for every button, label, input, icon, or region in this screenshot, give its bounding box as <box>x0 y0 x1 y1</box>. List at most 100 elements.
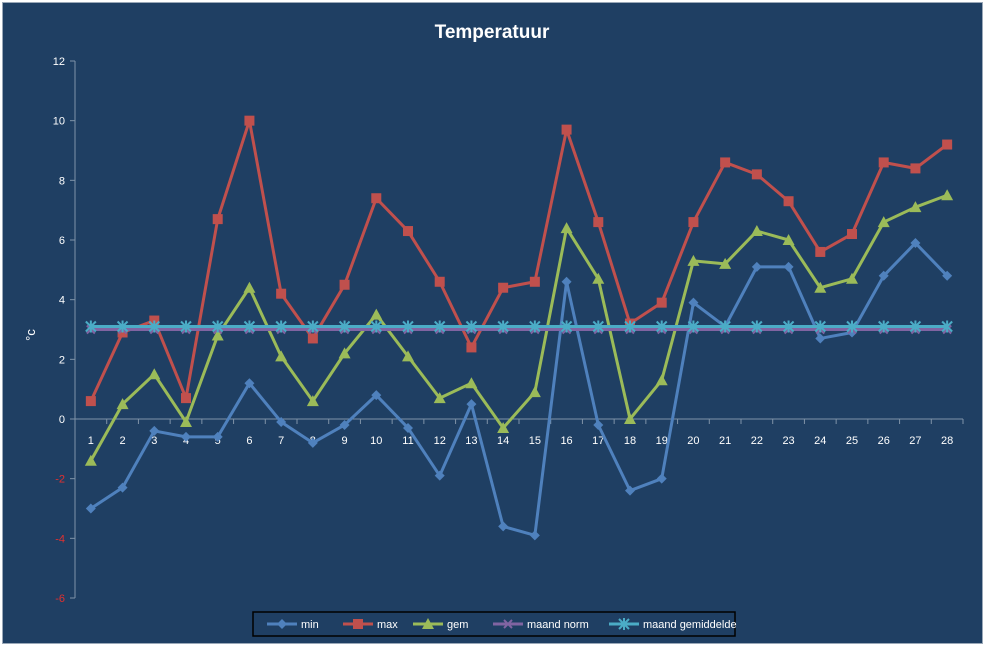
min-point <box>244 378 255 389</box>
x-tick-label: 20 <box>687 435 699 447</box>
maand-gemiddelde-point <box>782 320 795 333</box>
x-tick-label: 1 <box>88 435 94 447</box>
x-tick-label: 21 <box>719 435 731 447</box>
maand-gemiddelde-point <box>846 320 858 333</box>
maand-gemiddelde-point <box>909 320 922 333</box>
legend-label: maand norm <box>527 619 589 631</box>
max-point <box>434 276 445 287</box>
min-point <box>561 276 572 287</box>
x-tick-label: 23 <box>782 435 794 447</box>
min-point <box>656 473 667 484</box>
series-max <box>85 115 953 407</box>
x-tick-label: 14 <box>497 435 509 447</box>
x-tick-label: 15 <box>529 435 541 447</box>
y-axis-label: °c <box>23 329 38 341</box>
legend-item-maand-gemiddelde: maand gemiddelde <box>609 618 737 631</box>
legend-marker <box>503 619 513 629</box>
max-point <box>593 217 604 228</box>
max-point <box>783 196 794 207</box>
maand-gemiddelde-point <box>465 320 478 333</box>
max-point <box>561 124 572 135</box>
gem-point <box>211 329 224 341</box>
min-point <box>212 431 223 442</box>
maand-gemiddelde-point <box>656 320 668 333</box>
min-point <box>371 390 382 401</box>
maand-gemiddelde-point <box>592 320 604 333</box>
gem-point <box>941 189 954 201</box>
gem-point <box>275 350 288 362</box>
legend-label: max <box>377 619 398 631</box>
min-point <box>751 261 762 272</box>
min-point <box>403 422 413 433</box>
maand-gemiddelde-point <box>878 320 890 333</box>
gem-point <box>560 222 573 234</box>
gem-point <box>687 254 700 266</box>
maand-gemiddelde-point <box>687 320 700 333</box>
gem-point <box>180 415 192 427</box>
legend-label: maand gemiddelde <box>643 619 737 631</box>
gem-point <box>497 421 510 433</box>
max-point <box>910 163 921 174</box>
gem-point <box>655 374 668 386</box>
min-point <box>307 437 318 448</box>
y-tick-label: -6 <box>55 593 65 605</box>
y-tick-label: 0 <box>59 414 65 426</box>
min-point <box>276 416 287 427</box>
maand-gemiddelde-point <box>402 320 414 333</box>
x-tick-label: 18 <box>624 435 636 447</box>
maand-gemiddelde-point <box>941 320 953 333</box>
axes: -6-4-20246810121234567891011121314151617… <box>53 56 964 605</box>
legend-marker <box>277 619 287 629</box>
gem-point <box>370 308 383 320</box>
series-layer <box>84 115 954 541</box>
min-point <box>625 485 635 496</box>
max-point <box>244 115 255 126</box>
y-tick-label: 6 <box>59 235 65 247</box>
y-tick-label: -2 <box>55 474 65 486</box>
legend-item-maand-norm: maand norm <box>493 619 589 631</box>
maand-gemiddelde-point <box>434 320 446 333</box>
legend-marker <box>422 618 434 629</box>
x-tick-label: 12 <box>434 435 446 447</box>
max-point <box>403 226 413 237</box>
gem-point <box>243 281 256 293</box>
gem-point <box>465 377 478 389</box>
y-tick-label: 12 <box>53 56 65 68</box>
max-point <box>371 193 382 204</box>
min-point <box>85 503 96 514</box>
gem-point <box>402 350 414 362</box>
min-line <box>90 241 949 537</box>
max-point <box>529 276 540 287</box>
gem-line <box>89 193 948 462</box>
x-tick-label: 16 <box>560 435 572 447</box>
gem-point <box>148 368 161 380</box>
maand-gemiddelde-point <box>814 320 826 333</box>
gem-point <box>624 413 636 424</box>
maand-gemiddelde-point <box>243 320 256 333</box>
x-tick-label: 3 <box>151 435 157 447</box>
max-line <box>89 119 949 402</box>
max-point <box>181 393 191 404</box>
gem-point <box>433 392 446 404</box>
gem-point <box>528 386 541 398</box>
gem-point <box>592 272 605 284</box>
y-tick-label: 8 <box>59 175 65 187</box>
x-tick-label: 24 <box>814 435 826 447</box>
gem-point <box>782 234 795 245</box>
max-point <box>688 217 699 228</box>
max-point <box>720 157 731 168</box>
x-tick-label: 27 <box>909 435 921 447</box>
min-point <box>466 399 477 410</box>
x-tick-label: 28 <box>941 435 953 447</box>
x-tick-label: 17 <box>592 435 604 447</box>
legend-item-max: max <box>343 619 398 631</box>
series-gem <box>84 189 954 466</box>
gem-point <box>84 454 97 466</box>
legend-item-min: min <box>267 619 319 631</box>
gem-point <box>909 201 922 213</box>
gem-point <box>846 272 858 284</box>
x-tick-label: 7 <box>278 435 284 447</box>
maand-gemiddelde-point <box>560 320 573 333</box>
min-point <box>942 270 953 281</box>
